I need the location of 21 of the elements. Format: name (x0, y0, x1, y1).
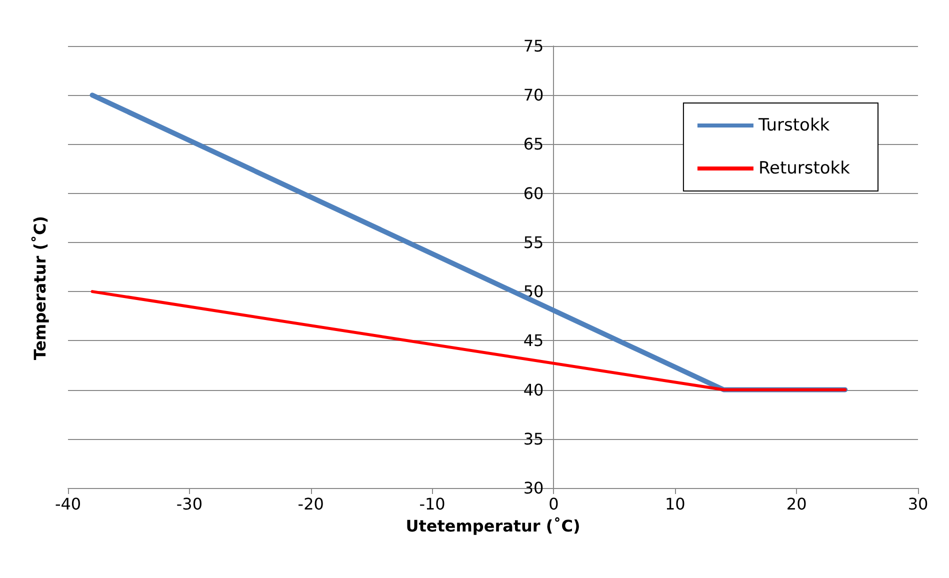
x-tick-label: -40 (54, 494, 82, 514)
y-tick-label: 45 (523, 331, 544, 350)
x-axis-title: Utetemperatur (˚C) (406, 516, 580, 536)
legend-label: Returstokk (758, 158, 850, 178)
x-tick-label: 20 (786, 494, 807, 514)
y-tick-label: 40 (523, 380, 544, 400)
x-tick-label: -10 (419, 494, 446, 514)
y-tick-label: 35 (523, 429, 544, 448)
y-tick-label: 65 (523, 134, 544, 154)
y-tick-label: 60 (523, 184, 544, 203)
x-tick-label: 0 (548, 494, 559, 514)
x-tick-label: 30 (908, 494, 928, 514)
y-tick-label: 70 (523, 86, 544, 105)
x-tick-label: -30 (176, 494, 202, 514)
legend-label: Turstokk (757, 116, 830, 136)
y-tick-label: 30 (523, 478, 544, 498)
x-tick-label: -20 (298, 494, 324, 514)
y-tick-label: 75 (523, 36, 544, 56)
x-tick-label: 10 (664, 494, 686, 514)
y-tick-label: 55 (523, 232, 544, 252)
y-axis-title: Temperatur (˚C) (30, 216, 50, 360)
